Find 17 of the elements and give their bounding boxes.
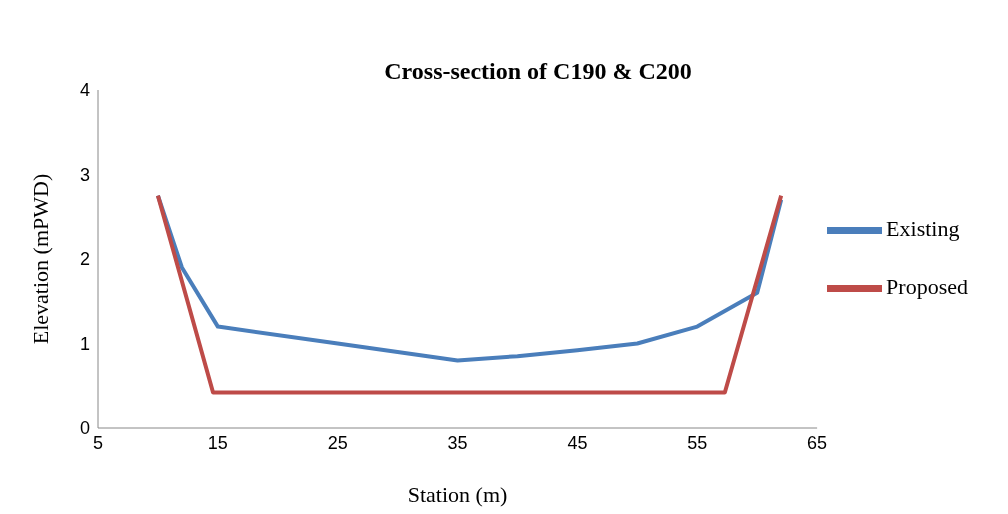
y-tick-label: 2 xyxy=(79,249,90,270)
x-tick-label: 25 xyxy=(327,432,348,453)
y-axis-title: Elevation (mPWD) xyxy=(27,173,53,345)
legend-label: Existing xyxy=(886,215,960,241)
x-tick-label: 35 xyxy=(447,432,468,453)
y-tick-label: 0 xyxy=(79,418,90,439)
y-tick-label: 3 xyxy=(79,164,90,185)
y-tick-label: 4 xyxy=(79,80,90,101)
x-axis-title: Station (m) xyxy=(407,481,508,507)
x-tick-label: 65 xyxy=(807,432,828,453)
chart-title: Cross-section of C190 & C200 xyxy=(383,58,693,85)
x-tick-label: 5 xyxy=(92,432,104,453)
y-tick-label: 1 xyxy=(79,333,90,354)
legend-label: Proposed xyxy=(886,274,968,299)
x-tick-label: 15 xyxy=(207,432,228,453)
x-tick-label: 45 xyxy=(567,432,588,453)
x-tick-label: 55 xyxy=(687,432,708,453)
